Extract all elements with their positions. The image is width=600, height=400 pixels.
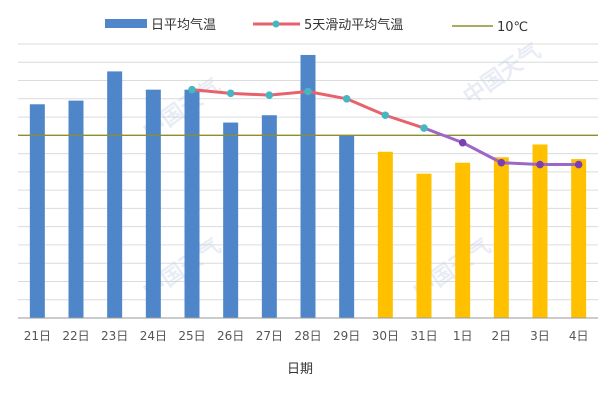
moving-average-point-1日 <box>458 138 467 147</box>
moving-average-point-26日 <box>226 89 235 98</box>
legend: 日平均气温 5天滑动平均气温 10℃ <box>105 17 528 35</box>
bar-1日 <box>455 162 471 318</box>
x-axis: 21日 22日 23日 24日 25日 26日 27日 28日 29日 30日 31日 1日 2日 3日 4… <box>18 317 598 343</box>
moving-average-point-28日 <box>304 87 312 96</box>
x-tick-label: 22日 <box>62 329 89 343</box>
x-tick-label: 4日 <box>569 329 589 343</box>
moving-average-point-2日 <box>497 158 506 167</box>
bar-29日 <box>339 135 355 318</box>
x-tick-label: 26日 <box>217 329 244 343</box>
bar-layer <box>29 54 587 319</box>
legend-label-moving-avg: 5天滑动平均气温 <box>304 17 403 33</box>
moving-average-segment <box>499 161 542 167</box>
bar-23日 <box>107 71 123 319</box>
moving-average-point-27日 <box>265 91 274 99</box>
x-tick-label: 30日 <box>372 329 399 343</box>
legend-swatch-daily-avg <box>105 19 147 28</box>
moving-average-segment <box>422 126 465 145</box>
x-tick-label: 24日 <box>140 329 167 343</box>
x-tick-label: 23日 <box>101 329 128 343</box>
moving-average-layer <box>188 85 583 169</box>
x-tick-label: 31日 <box>410 329 437 343</box>
moving-average-segment <box>383 113 426 130</box>
bar-21日 <box>29 104 45 318</box>
moving-average-segment <box>229 91 271 97</box>
moving-average-segment <box>267 89 310 97</box>
bar-30日 <box>377 151 393 318</box>
bar-25日 <box>184 89 200 319</box>
moving-average-point-25日 <box>188 85 196 94</box>
moving-average-segment <box>345 97 387 117</box>
x-tick-label: 28日 <box>294 329 321 343</box>
bar-24日 <box>145 89 161 319</box>
moving-average-point-29日 <box>342 95 351 103</box>
bar-27日 <box>261 115 277 319</box>
moving-average-point-31日 <box>420 124 428 132</box>
x-tick-label: 3日 <box>530 329 550 343</box>
bar-31日 <box>416 173 432 318</box>
moving-average-segment <box>306 89 349 101</box>
bar-2日 <box>493 157 509 318</box>
x-tick-label: 29日 <box>333 329 360 343</box>
moving-average-segment <box>461 141 503 165</box>
bar-22日 <box>68 100 84 318</box>
x-tick-label: 2日 <box>492 329 512 343</box>
x-tick-label: 1日 <box>453 329 473 343</box>
legend-label-daily-avg: 日平均气温 <box>151 17 216 33</box>
x-axis-title: 日期 <box>287 362 313 377</box>
moving-average-point-30日 <box>381 111 390 120</box>
moving-average-point-4日 <box>574 160 583 169</box>
bar-3日 <box>532 144 548 318</box>
x-tick-label: 27日 <box>256 329 283 343</box>
bar-26日 <box>223 122 239 319</box>
x-tick-label: 25日 <box>178 329 205 343</box>
moving-average-segment <box>190 88 233 95</box>
bar-28日 <box>300 54 316 319</box>
legend-label-10c: 10℃ <box>497 20 528 35</box>
x-tick-label: 21日 <box>24 329 51 343</box>
moving-average-point-3日 <box>536 160 544 169</box>
bar-4日 <box>571 159 587 318</box>
legend-marker-moving-avg <box>272 20 280 28</box>
